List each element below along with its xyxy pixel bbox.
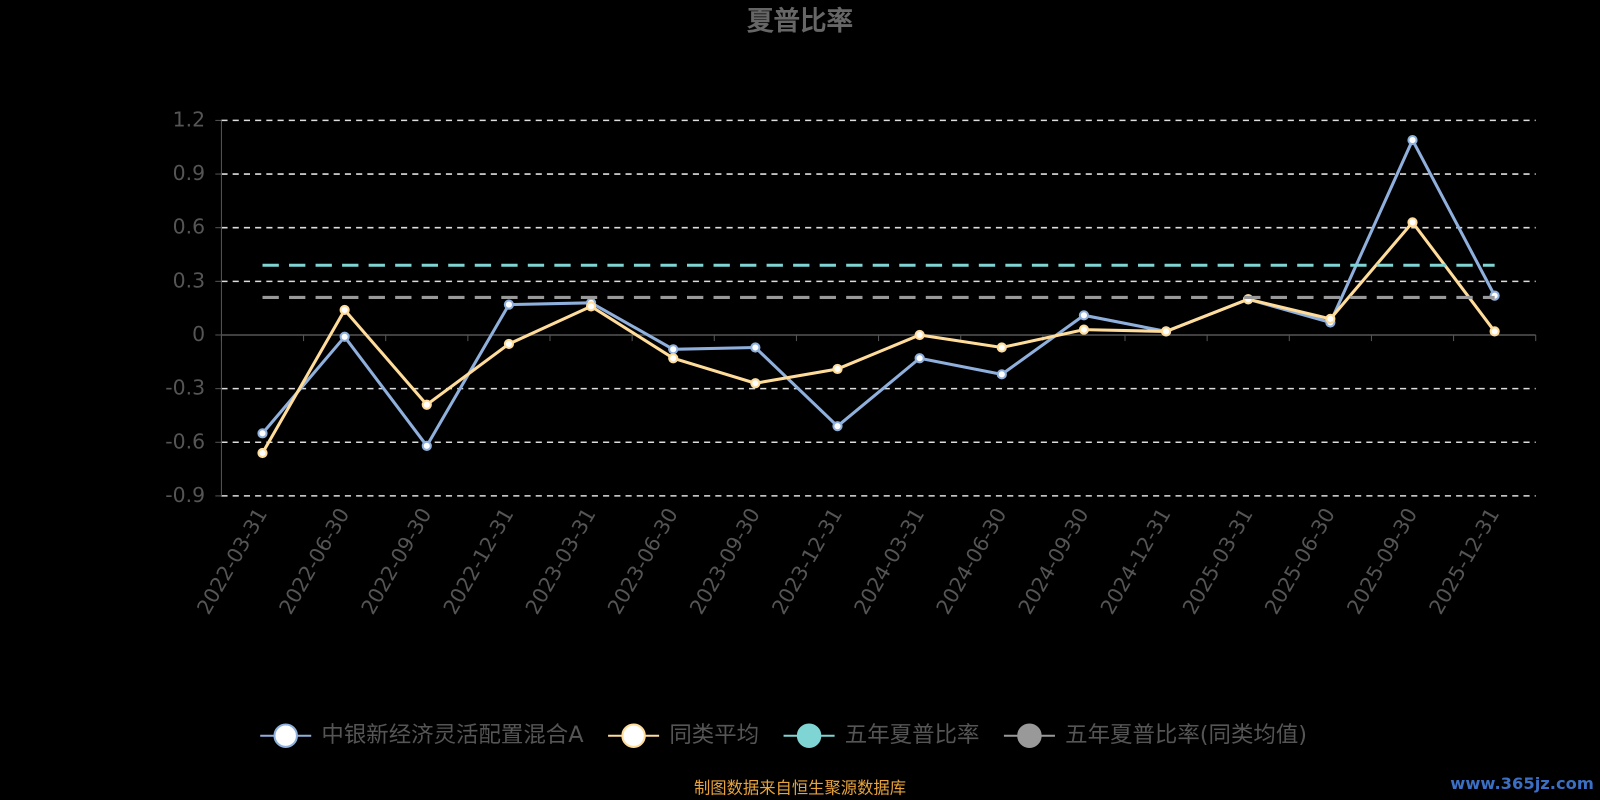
legend-marker [621,723,646,748]
data-point [339,304,350,316]
y-tick-label: 0.6 [173,215,205,239]
legend-marker [273,723,298,748]
watermark: www.365jz.com [1450,774,1594,793]
data-point [996,369,1007,380]
data-point [1407,134,1418,146]
data-point [750,342,761,353]
data-point [503,338,515,350]
legend-label: 五年夏普比率 [845,722,980,748]
y-tick-label: -0.6 [165,429,205,453]
y-tick-label: -0.9 [165,483,205,507]
series-line [261,219,1496,454]
legend-item: 五年夏普比率 [783,722,980,748]
data-point [1160,326,1172,337]
y-tick-label: 0 [192,322,205,346]
data-point [914,329,925,341]
data-point [1407,217,1418,228]
legend-label: 五年夏普比率(同类均值) [1065,722,1307,748]
data-point [914,353,925,364]
data-point [585,301,597,312]
data-point [421,440,432,451]
legend-label: 中银新经济灵活配置混合A [321,722,584,748]
chart-title: 夏普比率 [747,6,853,37]
data-point [1325,313,1336,324]
y-tick-label: 0.3 [173,268,205,292]
data-point [339,331,350,342]
legend-label: 同类平均 [669,722,759,748]
data-point [668,344,679,355]
data-point [503,299,515,310]
data-point [1078,310,1090,321]
data-point [257,447,268,459]
legend-marker [796,723,822,748]
y-tick-label: 1.2 [173,107,205,131]
source-note: 制图数据来自恒生聚源数据库 [694,778,906,797]
data-point [1078,324,1090,335]
legend-item: 同类平均 [608,722,759,748]
data-point [668,353,679,364]
data-point [996,342,1007,353]
data-point [832,363,843,375]
data-point [832,421,843,432]
legend-marker [1017,723,1042,748]
y-tick-label: 0.9 [173,161,205,185]
data-point [1489,326,1500,337]
y-tick-label: -0.3 [165,376,205,400]
legend-item: 中银新经济灵活配置混合A [260,722,584,748]
data-point [421,399,432,410]
data-point [750,378,761,389]
data-point [257,428,268,439]
legend-item: 五年夏普比率(同类均值) [1003,722,1307,748]
